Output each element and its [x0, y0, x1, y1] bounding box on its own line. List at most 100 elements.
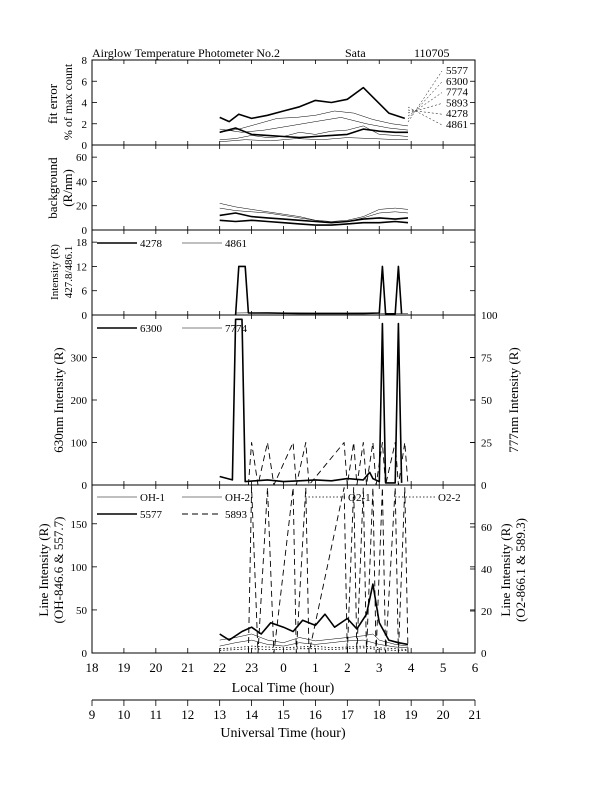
xtick-label-ut: 19 [405, 707, 418, 722]
legend-label-7774: 7774 [225, 323, 248, 335]
legend-label-5577: 5577 [140, 509, 163, 521]
xtick-label-ut: 20 [437, 707, 450, 722]
series-line-line-intensity-OH-1 [219, 633, 409, 647]
series-line-intensity-blue-4278 [234, 265, 403, 316]
ylabel-right2-line-intensity: (O2-866.1 & 589.3) [513, 518, 528, 622]
ytick-label: 0 [82, 648, 88, 660]
legend-label-5577: 5577 [446, 65, 469, 77]
ylabel2-background: (R/nm) [60, 169, 75, 207]
xtick-label-ut: 16 [309, 707, 323, 722]
ytick-right-label: 40 [481, 564, 493, 576]
xtick-label-local: 23 [245, 660, 258, 675]
legend-leader-7774 [407, 92, 443, 117]
ylabel-right-777: 777nm Intensity (R) [506, 347, 521, 452]
ytick-label: 0 [82, 140, 88, 152]
ytick-label: 2 [82, 119, 88, 131]
series-line-line-intensity-O2-1 [219, 645, 409, 650]
legend-label-4278: 4278 [446, 108, 469, 120]
chart-title: Airglow Temperature Photometer No.2 [92, 46, 280, 60]
ylabel-intensity-blue: Intensity (R) [49, 244, 61, 300]
ytick-label: 300 [71, 353, 88, 365]
xtick-label-local: 6 [472, 660, 479, 675]
xtick-label-local: 5 [440, 660, 447, 675]
panel-frame-630-777 [91, 314, 476, 486]
xtick-label-ut: 21 [469, 707, 482, 722]
plot-layer: 0246802040600612180100200300025507510005… [71, 55, 499, 722]
series-line-fit-error-7774 [219, 125, 409, 140]
ytick-label: 18 [76, 237, 88, 249]
xtick-label-local: 1 [312, 660, 319, 675]
xtick-label-local: 4 [408, 660, 415, 675]
legend-label-6300: 6300 [140, 323, 163, 335]
xlabel-ut: Universal Time (hour) [220, 726, 346, 741]
xtick-label-ut: 18 [373, 707, 386, 722]
xtick-label-local: 0 [280, 660, 287, 675]
series-line-line-intensity-OH-2 [219, 639, 409, 649]
ylabel-right-line-intensity: Line Intensity (R) [498, 523, 513, 616]
xtick-label-local: 22 [213, 660, 226, 675]
ytick-label: 40 [76, 176, 88, 188]
ylabel-fit-error: fit error [45, 83, 60, 124]
ylabel2-line-intensity: (OH-846.6 & 557.7) [51, 517, 66, 624]
legend-label-6300: 6300 [446, 76, 469, 88]
legend-label-OH-1: OH-1 [140, 492, 165, 504]
ytick-label: 100 [71, 438, 88, 450]
ytick-label: 150 [71, 519, 88, 531]
legend-label-OH-2: OH-2 [225, 492, 250, 504]
ytick-label: 0 [82, 310, 88, 322]
xtick-label-ut: 17 [341, 707, 355, 722]
ytick-label: 50 [76, 605, 88, 617]
ytick-label: 4 [82, 98, 88, 110]
series-line-background-7774 [219, 203, 409, 222]
ylabel-630: 630nm Intensity (R) [51, 347, 66, 452]
chart-site: Sata [345, 46, 366, 60]
series-line-background-5577 [219, 212, 409, 224]
legend-label-O2-2: O2-2 [438, 492, 461, 504]
ytick-right-label: 0 [481, 480, 487, 492]
xtick-label-local: 18 [86, 660, 99, 675]
series-line-line-intensity-5577 [219, 583, 409, 646]
ytick-label: 12 [76, 261, 87, 273]
ytick-label: 0 [82, 225, 88, 237]
xtick-label-local: 21 [181, 660, 194, 675]
series-line-fit-error-5577 [219, 86, 406, 123]
ytick-label: 6 [82, 286, 88, 298]
series-line-background-5893 [219, 219, 409, 226]
legend-leader-5893 [407, 103, 443, 114]
legend-label-4861: 4861 [225, 238, 247, 250]
xtick-label-ut: 13 [213, 707, 226, 722]
legend-leader-6300 [407, 81, 443, 120]
ylabel2-fit-error: % of max count [61, 63, 75, 140]
series-line-630-777-6300 [219, 318, 403, 484]
legend-label-4861: 4861 [446, 119, 468, 131]
ytick-label: 8 [82, 55, 88, 67]
ytick-right-label: 25 [481, 438, 493, 450]
ytick-right-label: 0 [481, 648, 487, 660]
ytick-label: 60 [76, 152, 88, 164]
xtick-label-ut: 12 [181, 707, 194, 722]
ytick-right-label: 60 [481, 522, 493, 534]
series-line-line-intensity-O2-2 [219, 647, 408, 651]
legend-leader-4278 [407, 109, 443, 115]
series-line-line-intensity-5893 [247, 487, 409, 654]
chart-date: 110705 [414, 46, 450, 60]
legend-label-4278: 4278 [140, 238, 163, 250]
xtick-label-ut: 9 [89, 707, 96, 722]
ytick-label: 0 [82, 480, 88, 492]
ylabel-line-intensity: Line Intensity (R) [36, 523, 51, 616]
ytick-right-label: 20 [481, 606, 493, 618]
xtick-label-ut: 10 [117, 707, 130, 722]
series-line-630-777-7774 [247, 442, 409, 486]
ytick-label: 100 [71, 562, 88, 574]
xtick-label-local: 2 [344, 660, 351, 675]
ytick-label: 20 [76, 201, 88, 213]
ytick-label: 200 [71, 395, 88, 407]
legend-label-7774: 7774 [446, 87, 469, 99]
ylabel2-intensity-blue: 427.8/486.1 [63, 246, 75, 299]
xtick-label-local: 19 [117, 660, 130, 675]
legend-leader-4861 [407, 106, 443, 126]
series-line-intensity-blue-4861 [235, 312, 408, 314]
series-line-fit-error-4278 [219, 137, 408, 143]
panel-frame-fit-error [91, 59, 476, 146]
legend-label-5893: 5893 [225, 509, 248, 521]
